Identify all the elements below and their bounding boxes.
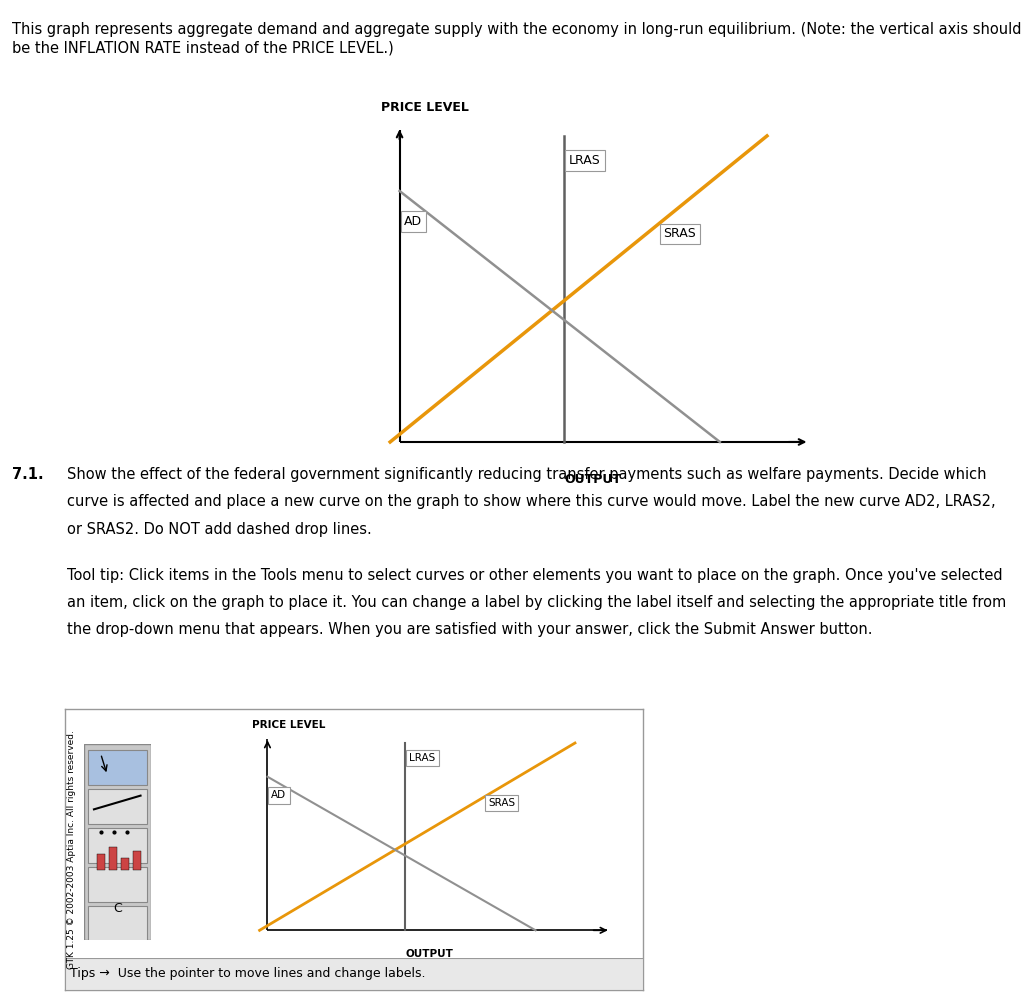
Text: or SRAS2. Do NOT add dashed drop lines.: or SRAS2. Do NOT add dashed drop lines. [67, 522, 372, 537]
Text: SRAS: SRAS [488, 798, 515, 808]
Text: Tips →  Use the pointer to move lines and change labels.: Tips → Use the pointer to move lines and… [71, 968, 426, 980]
Text: LRAS: LRAS [569, 154, 601, 167]
Text: Tool tip: Click items in the Tools menu to select curves or other elements you w: Tool tip: Click items in the Tools menu … [67, 568, 1002, 583]
Bar [97, 854, 105, 870]
Bar [88, 907, 146, 942]
Text: PRICE LEVEL: PRICE LEVEL [381, 102, 469, 115]
Text: an item, click on the graph to place it. You can change a label by clicking the : an item, click on the graph to place it.… [67, 595, 1006, 610]
Text: be the INFLATION RATE instead of the PRICE LEVEL.): be the INFLATION RATE instead of the PRI… [12, 40, 394, 55]
Bar [88, 750, 146, 785]
Bar [88, 828, 146, 863]
Text: GTK 1.25 © 2002-2003 Aptia Inc. All rights reserved.: GTK 1.25 © 2002-2003 Aptia Inc. All righ… [67, 730, 76, 969]
Text: PRICE LEVEL: PRICE LEVEL [252, 720, 325, 730]
Text: C: C [113, 901, 122, 915]
Text: SRAS: SRAS [664, 227, 696, 240]
Text: AD: AD [404, 215, 423, 228]
Text: OUTPUT: OUTPUT [564, 472, 622, 485]
Bar [121, 858, 129, 870]
Text: curve is affected and place a new curve on the graph to show where this curve wo: curve is affected and place a new curve … [67, 494, 995, 510]
Bar [133, 850, 141, 870]
Bar [88, 789, 146, 824]
Text: AD: AD [271, 791, 287, 800]
Text: the drop-down menu that appears. When you are satisfied with your answer, click : the drop-down menu that appears. When yo… [67, 622, 872, 637]
Text: OUTPUT: OUTPUT [406, 949, 453, 959]
Bar [88, 867, 146, 902]
Bar [110, 846, 118, 870]
Text: LRAS: LRAS [410, 753, 435, 763]
Text: Show the effect of the federal government significantly reducing transfer paymen: Show the effect of the federal governmen… [67, 467, 986, 482]
Text: This graph represents aggregate demand and aggregate supply with the economy in : This graph represents aggregate demand a… [12, 22, 1022, 37]
Text: 7.1.: 7.1. [12, 467, 44, 482]
